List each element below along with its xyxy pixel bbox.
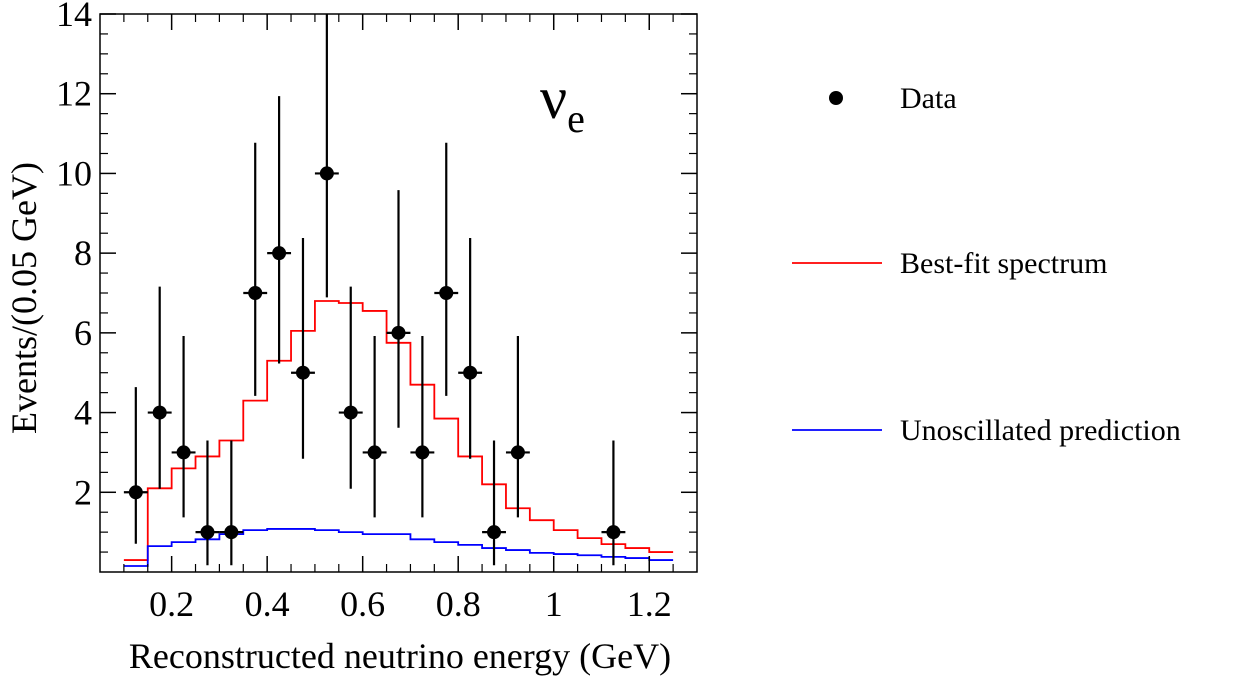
- plot-area: [123, 14, 674, 567]
- data-point: [224, 525, 239, 540]
- neutrino-flavor-label: νe: [540, 65, 585, 141]
- data-point: [176, 445, 191, 460]
- x-tick-label: 0.4: [245, 584, 290, 624]
- data-point: [487, 525, 502, 540]
- data-point: [343, 405, 358, 420]
- series-line-unoscillated-prediction: [123, 528, 674, 567]
- y-tick-label: 14: [56, 0, 92, 34]
- legend-label: Best-fit spectrum: [900, 247, 1107, 280]
- data-point: [391, 325, 406, 340]
- legend-label: Unoscillated prediction: [900, 414, 1181, 447]
- data-point: [128, 485, 143, 500]
- x-tick-label: 0.8: [436, 584, 481, 624]
- axes: 0.2 0.4 0.6 0.8 1 1.2 2 4 6 8 10 12 14: [56, 0, 698, 624]
- x-tick-label: 0.6: [340, 584, 385, 624]
- data-point: [272, 246, 287, 261]
- y-tick-label: 12: [56, 74, 92, 114]
- x-tick-label: 1.2: [627, 584, 672, 624]
- x-tick-label: 1: [545, 584, 563, 624]
- data-point: [152, 405, 167, 420]
- x-tick-label: 0.2: [149, 584, 194, 624]
- data-point: [319, 166, 334, 181]
- data-point: [439, 286, 454, 300]
- y-axis-title: Events/(0.05 GeV): [4, 162, 44, 434]
- neutrino-symbol: ν: [540, 65, 567, 131]
- flavor-subscript: e: [567, 96, 585, 141]
- legend-marker-data: [829, 91, 843, 105]
- data-point: [510, 445, 525, 460]
- legend: Data Best-fit spectrum Unoscillated predic…: [792, 82, 1181, 447]
- data-point: [200, 525, 215, 540]
- y-tick-label: 6: [74, 313, 92, 353]
- data-point: [463, 365, 478, 380]
- y-tick-label: 10: [56, 153, 92, 193]
- data-point: [248, 286, 263, 300]
- data-point: [415, 445, 430, 460]
- legend-label: Data: [900, 82, 957, 115]
- data-point: [606, 525, 621, 540]
- y-tick-label: 4: [74, 393, 92, 433]
- y-tick-label: 8: [74, 233, 92, 273]
- x-axis-title: Reconstructed neutrino energy (GeV): [129, 636, 671, 676]
- data-point: [367, 445, 382, 460]
- y-tick-label: 2: [74, 472, 92, 512]
- data-point: [295, 365, 310, 380]
